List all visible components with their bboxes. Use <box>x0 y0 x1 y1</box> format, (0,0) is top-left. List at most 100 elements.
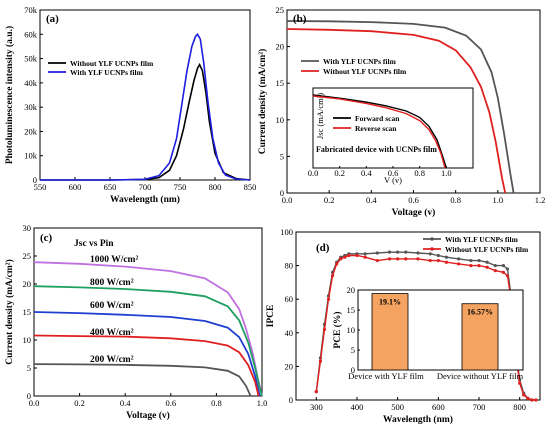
x-tick-label: 0.0 <box>29 398 40 408</box>
x-tick-label: 0.2 <box>324 195 335 205</box>
x-tick-label: 1.2 <box>535 195 546 205</box>
x-tick-label: 700 <box>139 182 152 192</box>
data-point <box>505 274 510 278</box>
x-tick-label: 0.8 <box>211 398 222 408</box>
panel-b: 0.0 0.2 0.4 0.6 0.8 1.0 1.2 0 5 10 15 20 25 Voltage (… <box>257 5 545 218</box>
data-point <box>444 255 449 259</box>
data-point <box>396 250 400 254</box>
data-point <box>469 258 473 263</box>
x-tick-label: 0.2 <box>74 398 85 408</box>
y-tick-label: 10 <box>23 335 32 345</box>
panel-d: 300 400 500 600 700 800020406080100Wavelength… <box>266 227 541 425</box>
y-tick-label: 0 <box>27 391 31 401</box>
x-tick-label: 0.8 <box>450 195 461 205</box>
x-tick-label: 800 <box>513 402 526 412</box>
y-tick-label: 15 <box>23 307 32 317</box>
y-tick-label: 10k <box>24 151 38 161</box>
series-line <box>312 95 446 169</box>
y-axis-label: Photoluminescence intensity (a.u.) <box>4 26 15 164</box>
y-tick-label: 30k <box>24 102 38 112</box>
plot-frame <box>295 231 541 401</box>
data-point <box>469 264 473 268</box>
inset-y-tick-label: 20 <box>347 285 356 295</box>
inset-x-axis-label: V (v) <box>384 175 402 185</box>
x-tick-label: 500 <box>391 402 404 412</box>
y-tick-label: 50k <box>24 54 38 64</box>
data-point <box>534 398 538 402</box>
data-point <box>526 396 530 400</box>
legend-label: With YLF UCNPs film <box>445 235 519 244</box>
data-point <box>314 390 318 394</box>
data-point <box>331 274 335 278</box>
x-axis-label: Wavelength (nm) <box>110 194 180 205</box>
series-line <box>312 94 447 169</box>
x-tick-label: 800 <box>209 182 222 192</box>
data-point <box>318 359 322 363</box>
x-tick-label: 850 <box>244 182 257 192</box>
panel-label: (a) <box>46 13 59 25</box>
legend-label: With YLF UCNPs film <box>323 57 397 66</box>
inset-annotation: Fabricated device with UCNPs film <box>316 145 437 154</box>
data-point <box>416 251 420 255</box>
legend-label: Without YLF UCNPs film <box>323 67 407 76</box>
legend-marker <box>430 237 434 241</box>
chart-title: Jsc vs Pin <box>74 239 114 249</box>
y-axis-label: Current density (mA/cm²) <box>4 259 15 365</box>
x-tick-label: 1.0 <box>257 398 268 408</box>
data-point <box>363 255 367 259</box>
legend-marker <box>430 247 434 251</box>
y-tick-label: 0 <box>289 395 293 405</box>
data-point <box>335 262 339 266</box>
inset-x-tick-label: 1.0 <box>441 168 452 178</box>
panel-a: 550 600 650 700 750 800 850 0 10k 20k 30k 40k 50k 60k… <box>4 5 256 205</box>
data-point <box>477 258 481 263</box>
series-line <box>286 20 515 194</box>
data-point <box>404 257 408 261</box>
x-tick-label: 0.4 <box>120 398 131 408</box>
y-tick-label: 20 <box>23 279 32 289</box>
inset-x-tick-label: 0.8 <box>414 168 425 178</box>
y-axis-label: Current density (mA/cm²) <box>257 49 268 155</box>
y-tick-label: 10 <box>276 115 285 125</box>
inset-x-tick-label: 0.2 <box>334 168 345 178</box>
data-point <box>444 260 449 264</box>
panel-label: (c) <box>40 232 53 244</box>
data-point <box>428 258 432 263</box>
inset-x-tick-label: 0.0 <box>308 168 319 178</box>
panel-label: (b) <box>293 13 307 25</box>
data-point <box>375 251 379 255</box>
x-axis-label: Voltage (v) <box>392 207 436 218</box>
bar <box>371 293 409 371</box>
y-tick-label: 15 <box>276 78 285 88</box>
data-point <box>363 252 367 256</box>
y-tick-label: 20 <box>285 361 294 371</box>
x-tick-label: 0.0 <box>282 195 293 205</box>
y-tick-label: 60 <box>285 294 294 304</box>
y-tick-label: 40 <box>285 328 294 338</box>
x-tick-label: 600 <box>69 182 82 192</box>
data-point <box>436 258 440 263</box>
y-tick-label: 20k <box>24 126 38 136</box>
inset-y-tick-label: 0 <box>351 365 355 375</box>
y-tick-label: 25 <box>23 251 32 261</box>
x-tick-label: 700 <box>473 402 486 412</box>
data-point <box>326 297 331 301</box>
data-point <box>493 269 497 273</box>
data-point <box>501 264 505 268</box>
inset-y-tick-label: 10 <box>347 325 356 335</box>
x-axis-label: Wavelength (nm) <box>383 414 453 425</box>
series-line <box>33 261 263 397</box>
y-tick-label: 20 <box>276 42 285 52</box>
inset-jv: 0.0 0.2 0.4 0.6 0.8 1.0 V (v) Jsc (mA/cm²) Forwa… <box>308 87 474 185</box>
y-axis-label: IPCE <box>266 305 276 328</box>
x-tick-label: 300 <box>310 402 323 412</box>
data-point <box>518 381 522 385</box>
series-line <box>40 32 251 181</box>
y-tick-label: 60k <box>24 29 38 39</box>
data-point <box>339 257 343 261</box>
series-label: 800 W/cm² <box>90 278 134 288</box>
legend-label: Forward scan <box>355 114 400 123</box>
inset-x-tick-label: 0.4 <box>361 168 372 178</box>
series-line <box>33 311 261 397</box>
